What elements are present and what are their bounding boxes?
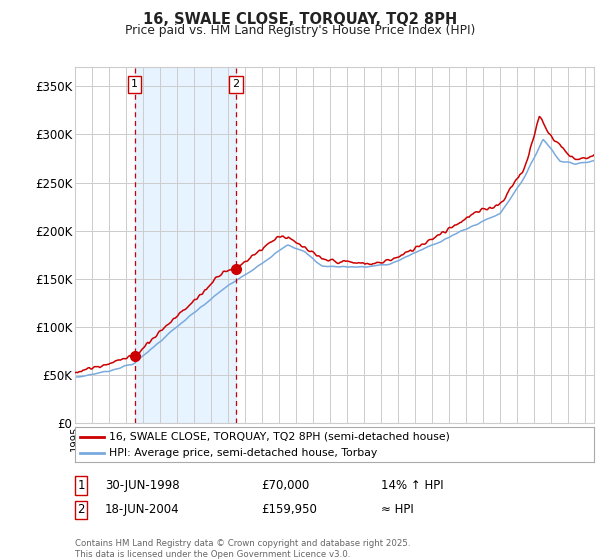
Text: 16, SWALE CLOSE, TORQUAY, TQ2 8PH (semi-detached house): 16, SWALE CLOSE, TORQUAY, TQ2 8PH (semi-… [109, 432, 449, 442]
Text: 16, SWALE CLOSE, TORQUAY, TQ2 8PH: 16, SWALE CLOSE, TORQUAY, TQ2 8PH [143, 12, 457, 27]
Text: £159,950: £159,950 [261, 503, 317, 516]
Text: 18-JUN-2004: 18-JUN-2004 [105, 503, 179, 516]
Text: Contains HM Land Registry data © Crown copyright and database right 2025.
This d: Contains HM Land Registry data © Crown c… [75, 539, 410, 559]
Text: 14% ↑ HPI: 14% ↑ HPI [381, 479, 443, 492]
Text: 1: 1 [131, 80, 138, 90]
Text: 30-JUN-1998: 30-JUN-1998 [105, 479, 179, 492]
Text: ≈ HPI: ≈ HPI [381, 503, 414, 516]
Text: 2: 2 [77, 503, 85, 516]
Text: Price paid vs. HM Land Registry's House Price Index (HPI): Price paid vs. HM Land Registry's House … [125, 24, 475, 36]
Text: HPI: Average price, semi-detached house, Torbay: HPI: Average price, semi-detached house,… [109, 447, 377, 458]
Text: 2: 2 [233, 80, 240, 90]
Text: 1: 1 [77, 479, 85, 492]
Text: £70,000: £70,000 [261, 479, 309, 492]
Bar [134, 67, 236, 423]
